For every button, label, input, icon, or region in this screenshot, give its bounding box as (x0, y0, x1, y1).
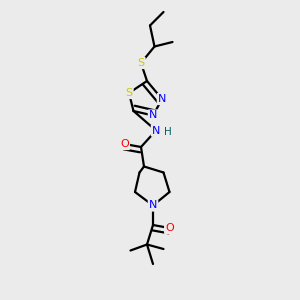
Text: N: N (149, 200, 157, 211)
Text: S: S (137, 58, 145, 68)
Text: O: O (165, 223, 174, 233)
Text: N: N (149, 110, 157, 121)
Text: S: S (125, 88, 133, 98)
Text: N: N (152, 125, 160, 136)
Text: O: O (120, 139, 129, 149)
Text: N: N (158, 94, 166, 104)
Text: H: H (164, 127, 172, 137)
